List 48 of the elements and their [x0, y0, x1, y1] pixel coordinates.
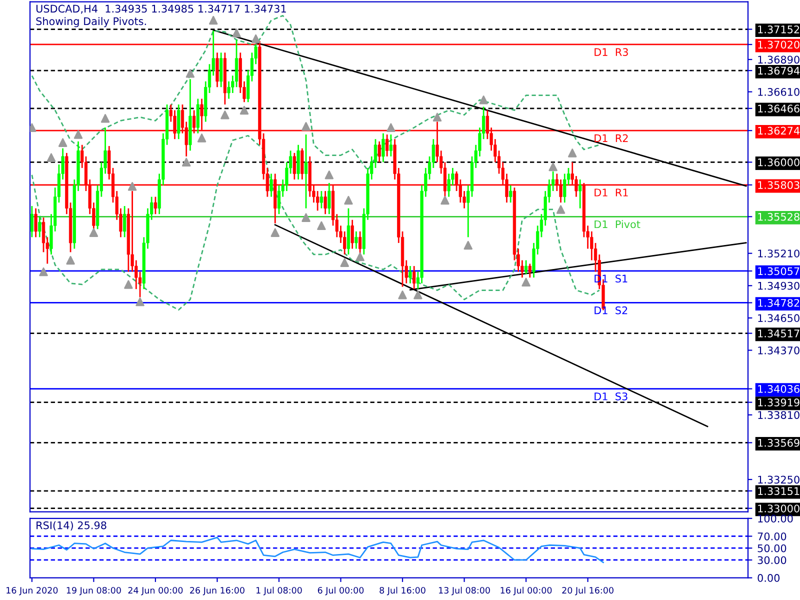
x-tick-label: 13 Jul 08:00 [439, 586, 490, 596]
y-tick-label: 0.00 [758, 574, 780, 582]
x-tick-label: 26 Jun 16:00 [190, 586, 244, 596]
y-tick-label: 100.00 [758, 514, 793, 523]
y-tick-label: 1.36000 [758, 158, 800, 166]
y-tick-label: 1.33919 [758, 398, 800, 406]
y-tick-label: 1.33810 [758, 411, 800, 419]
ref-line-label: D1 R1 [594, 188, 628, 196]
y-tick-label: 1.37152 [758, 25, 800, 34]
y-tick-label: 50.00 [758, 544, 786, 552]
x-tick-label: 8 Jul 16:00 [380, 586, 426, 596]
y-tick-label: 1.34930 [758, 282, 800, 290]
y-tick-label: 1.34782 [758, 298, 800, 307]
ref-line-label: D1 S2 [594, 306, 628, 314]
y-tick-label: 1.33151 [758, 487, 800, 496]
y-tick-label: 1.34036 [758, 385, 800, 393]
y-tick-label: 1.34517 [758, 330, 800, 338]
x-tick-label: 19 Jun 08:00 [66, 586, 121, 596]
x-tick-label: 20 Jul 16:00 [562, 586, 614, 596]
x-tick-label: 6 Jul 00:00 [318, 586, 364, 596]
y-tick-label: 1.34650 [758, 314, 800, 322]
y-tick-label: 30.00 [758, 556, 786, 564]
y-tick-label: 1.36794 [758, 66, 800, 75]
ref-line-label: D1 Pivot [594, 220, 640, 228]
x-tick-label: 16 Jun 2020 [6, 586, 58, 596]
y-tick-label: 70.00 [758, 532, 786, 540]
y-tick-label: 1.37020 [758, 40, 800, 49]
ref-line-label: D1 R3 [594, 48, 628, 56]
y-tick-label: 1.33569 [758, 438, 800, 447]
y-tick-label: 1.36610 [758, 88, 800, 96]
text: Showing Daily Pivots. [36, 17, 146, 28]
x-tick-label: 24 Jun 00:00 [128, 586, 183, 596]
y-tick-label: 1.33250 [758, 476, 800, 484]
y-tick-label: 1.35528 [758, 212, 800, 221]
y-tick-label: 1.35210 [758, 250, 800, 258]
y-tick-label: 1.36890 [758, 56, 800, 64]
y-tick-label: 1.34370 [758, 346, 800, 354]
chart-title: USDCAD,H4 1.34935 1.34985 1.34717 1.34731 [36, 4, 286, 14]
x-tick-label: 16 Jul 00:00 [500, 586, 552, 596]
x-tick-label: 1 Jul 08:00 [256, 586, 302, 596]
y-tick-label: 1.35803 [758, 181, 800, 190]
ref-line-label: D1 R2 [594, 134, 628, 142]
y-tick-label: 1.36466 [758, 104, 800, 113]
y-tick-label: 1.35057 [758, 267, 800, 276]
ref-line-label: D1 S3 [594, 392, 628, 400]
y-tick-label: 1.33000 [758, 504, 800, 512]
chart-title: RSI(14) 25.98 [36, 521, 106, 530]
y-tick-label: 1.36274 [758, 126, 800, 135]
